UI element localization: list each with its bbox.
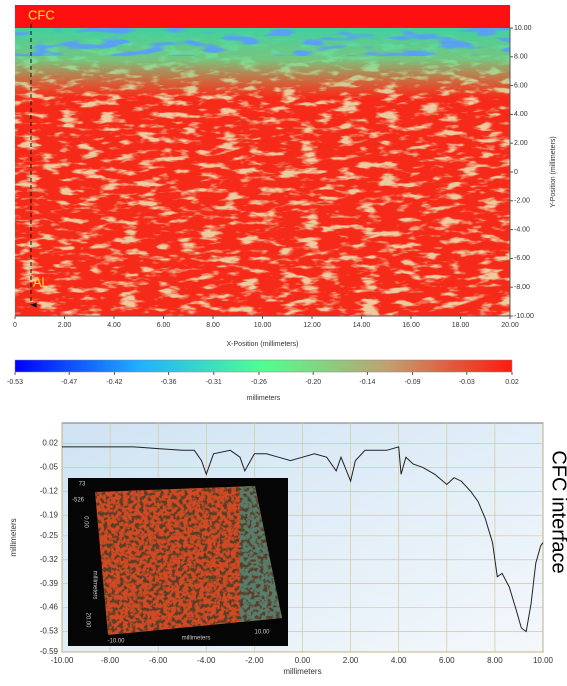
annotation: Al [33, 274, 45, 289]
inset-label: 20.00 [84, 612, 90, 628]
x-tick-label: -2.00 [245, 656, 264, 665]
inset-surface-texture [90, 480, 285, 640]
y-tick-label: 6.00 [514, 82, 528, 89]
x-tick-label: 6.00 [157, 322, 171, 329]
x-tick-label: -8.00 [101, 656, 120, 665]
surface-blue-spots [15, 28, 510, 56]
x-tick-label: 10.00 [254, 322, 272, 329]
y-axis-label: millimeters [9, 518, 18, 556]
colorbar-tick-label: -0.20 [305, 379, 321, 386]
line-chart-area: 0.02 -0.05 -0.12 -0.19 -0.25 -0.32 -0.39 -0.46 -… [9, 423, 567, 676]
x-tick-label: -10.00 [51, 656, 74, 665]
y-tick-label: 4.00 [514, 111, 528, 118]
heatmap-area: -10.00 -8.00 -6.00 -4.00 -2.00 0 2.00 4.00 6.00 8… [7, 5, 557, 402]
x-tick-label: 14.00 [353, 322, 371, 329]
x-tick-label: 8.00 [487, 656, 503, 665]
y-tick-label: -0.12 [40, 486, 59, 495]
annotation: CFC interface [548, 450, 567, 573]
x-axis-label: X-Position (millimeters) [227, 341, 299, 348]
figure: -10.00 -8.00 -6.00 -4.00 -2.00 0 2.00 4.00 6.00 8… [0, 0, 567, 681]
x-axis-label: millimeters [283, 667, 321, 676]
colorbar-tick-label: -0.09 [405, 379, 421, 386]
colorbar-label: millimeters [247, 395, 281, 402]
y-tick-label: -0.53 [40, 627, 59, 636]
x-tick-label: 10.00 [533, 656, 554, 665]
y-tick-label: -0.46 [40, 603, 59, 612]
colorbar-tick-label: -0.31 [206, 379, 222, 386]
colorbar-tick-label: -0.26 [251, 379, 267, 386]
inset-surface [90, 480, 285, 640]
inset-label: millimeters [91, 571, 97, 600]
x-tick-label: 0 [13, 322, 17, 329]
colorbar [15, 360, 512, 372]
inset-label: 0.00 [82, 516, 88, 528]
y-tick-label: 8.00 [514, 54, 528, 61]
x-tick-label: -6.00 [149, 656, 168, 665]
y-tick-label: -0.19 [40, 510, 59, 519]
x-tick-label: -4.00 [197, 656, 216, 665]
x-tick-label: 2.00 [58, 322, 72, 329]
colorbar-tick-label: 0.02 [505, 379, 519, 386]
x-tick-label: 18.00 [452, 322, 470, 329]
colorbar-tick-label: -0.42 [106, 379, 122, 386]
y-tick-label: -0.32 [40, 555, 59, 564]
colorbar-tick-label: -0.03 [459, 379, 475, 386]
y-tick-label: -8.00 [514, 284, 530, 291]
y-tick-label: -6.00 [514, 255, 530, 262]
inset-label: -526 [72, 498, 85, 504]
x-tick-label: 20.00 [501, 322, 519, 329]
x-tick-label: 2.00 [343, 656, 359, 665]
inset: 73 -526 0.00 20.00 -10.00 millimeters 10.00 mil… [68, 478, 288, 646]
colorbar-tick-label: -0.36 [161, 379, 177, 386]
inset-label: 73 [79, 482, 86, 488]
x-tick-label: 12.00 [303, 322, 321, 329]
x-tick-label: 0.00 [295, 656, 311, 665]
y-tick-label: 0 [514, 169, 518, 176]
colorbar-tick-label: -0.47 [61, 379, 77, 386]
y-tick-label: 0.02 [42, 439, 58, 448]
y-tick-label: -0.25 [40, 531, 59, 540]
y-axis-label: Y-Position (millimeters) [550, 136, 557, 207]
inset-label: millimeters [182, 636, 211, 642]
x-tick-label: 16.00 [402, 322, 420, 329]
x-tick-label: 4.00 [391, 656, 407, 665]
y-tick-label: 2.00 [514, 140, 528, 147]
x-tick-label: 8.00 [206, 322, 220, 329]
y-tick-label: -0.59 [40, 647, 59, 656]
colorbar-tick-label: -0.53 [7, 379, 23, 386]
y-tick-label: -4.00 [514, 226, 530, 233]
y-tick-label: 10.00 [514, 25, 532, 32]
y-tick-label: -0.05 [40, 463, 59, 472]
inset-label: 10.00 [254, 630, 270, 636]
annotation: CFC [28, 7, 55, 22]
x-tick-label: 4.00 [107, 322, 121, 329]
inset-label: -10.00 [107, 639, 125, 645]
x-tick-label: 6.00 [439, 656, 455, 665]
y-tick-label: -2.00 [514, 198, 530, 205]
y-tick-label: -10.00 [514, 313, 534, 320]
y-tick-label: -0.39 [40, 579, 59, 588]
colorbar-tick-label: -0.14 [359, 379, 375, 386]
cfc-layer [15, 5, 510, 28]
